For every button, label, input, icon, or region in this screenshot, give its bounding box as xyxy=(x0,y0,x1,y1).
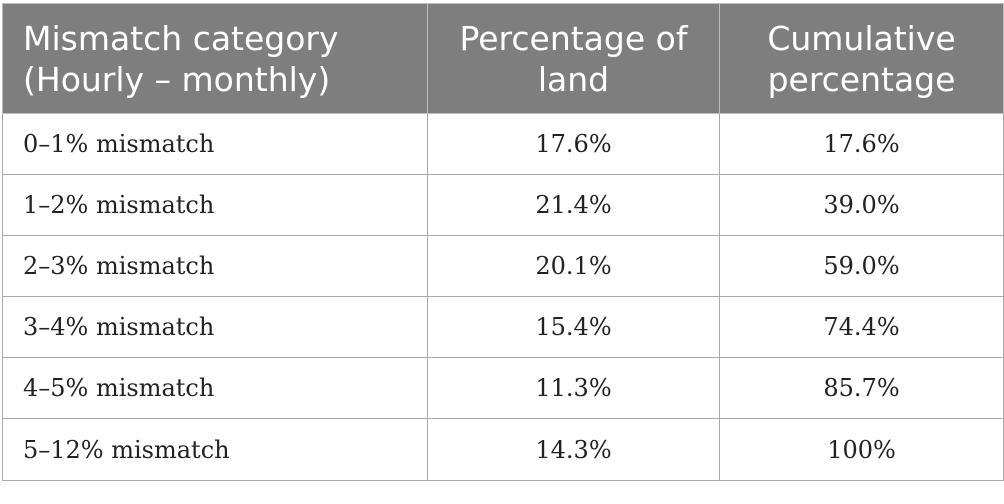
cell-cumulative-percentage: 17.6% xyxy=(719,113,1004,175)
cell-category: 5–12% mismatch xyxy=(2,418,428,481)
header-mismatch-category: Mismatch category (Hourly – monthly) xyxy=(2,3,428,114)
cell-category: 3–4% mismatch xyxy=(2,296,428,358)
cell-cumulative-percentage: 39.0% xyxy=(719,174,1004,236)
cell-category: 4–5% mismatch xyxy=(2,357,428,419)
cell-percentage-of-land: 17.6% xyxy=(427,113,720,175)
table-row: 1–2% mismatch 21.4% 39.0% xyxy=(2,174,1004,236)
cell-category: 0–1% mismatch xyxy=(2,113,428,175)
table-row: 5–12% mismatch 14.3% 100% xyxy=(2,418,1004,481)
table-row: 4–5% mismatch 11.3% 85.7% xyxy=(2,357,1004,419)
header-cumulative-percentage: Cumulative percentage xyxy=(719,3,1004,114)
table-row: 0–1% mismatch 17.6% 17.6% xyxy=(2,113,1004,175)
header-percentage-of-land: Percentage of land xyxy=(427,3,720,114)
cell-cumulative-percentage: 100% xyxy=(719,418,1004,481)
cell-percentage-of-land: 14.3% xyxy=(427,418,720,481)
table-row: 3–4% mismatch 15.4% 74.4% xyxy=(2,296,1004,358)
mismatch-table: Mismatch category (Hourly – monthly) Per… xyxy=(2,3,1004,481)
cell-cumulative-percentage: 59.0% xyxy=(719,235,1004,297)
cell-percentage-of-land: 20.1% xyxy=(427,235,720,297)
cell-percentage-of-land: 21.4% xyxy=(427,174,720,236)
table-header-row: Mismatch category (Hourly – monthly) Per… xyxy=(2,3,1004,114)
cell-category: 2–3% mismatch xyxy=(2,235,428,297)
table-row: 2–3% mismatch 20.1% 59.0% xyxy=(2,235,1004,297)
cell-category: 1–2% mismatch xyxy=(2,174,428,236)
cell-cumulative-percentage: 74.4% xyxy=(719,296,1004,358)
cell-percentage-of-land: 11.3% xyxy=(427,357,720,419)
cell-cumulative-percentage: 85.7% xyxy=(719,357,1004,419)
cell-percentage-of-land: 15.4% xyxy=(427,296,720,358)
